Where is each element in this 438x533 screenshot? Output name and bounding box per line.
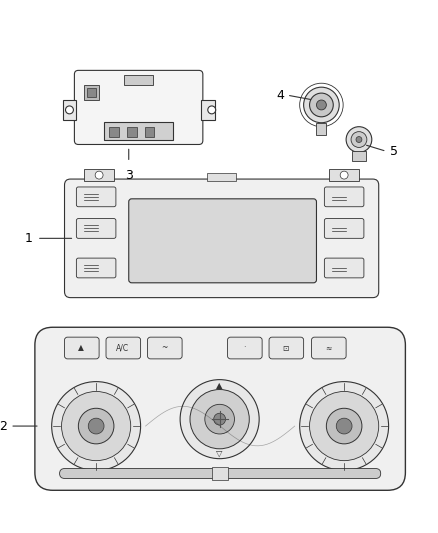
Circle shape bbox=[62, 391, 131, 461]
Text: 4: 4 bbox=[276, 88, 284, 102]
Text: ~: ~ bbox=[161, 343, 167, 352]
Bar bbox=[124, 75, 153, 85]
FancyBboxPatch shape bbox=[311, 337, 346, 359]
FancyBboxPatch shape bbox=[74, 70, 203, 144]
Text: 2: 2 bbox=[0, 419, 7, 433]
FancyBboxPatch shape bbox=[325, 219, 364, 238]
Circle shape bbox=[346, 127, 372, 152]
Text: 3: 3 bbox=[125, 169, 133, 182]
Bar bbox=[145, 127, 155, 136]
Circle shape bbox=[52, 382, 141, 471]
FancyBboxPatch shape bbox=[64, 179, 379, 297]
Bar bbox=[317, 123, 326, 135]
Bar bbox=[207, 173, 237, 181]
Circle shape bbox=[317, 100, 326, 110]
Text: 1: 1 bbox=[25, 232, 33, 245]
FancyBboxPatch shape bbox=[228, 337, 262, 359]
Circle shape bbox=[310, 93, 333, 117]
Text: ≈: ≈ bbox=[325, 343, 332, 352]
Circle shape bbox=[310, 391, 379, 461]
FancyBboxPatch shape bbox=[269, 337, 304, 359]
Bar bbox=[212, 466, 228, 480]
Circle shape bbox=[340, 171, 348, 179]
Circle shape bbox=[304, 87, 339, 123]
Bar bbox=[63, 100, 76, 120]
FancyBboxPatch shape bbox=[325, 187, 364, 207]
Circle shape bbox=[336, 418, 352, 434]
Text: 5: 5 bbox=[389, 145, 398, 158]
Circle shape bbox=[88, 418, 104, 434]
Circle shape bbox=[205, 405, 234, 434]
Circle shape bbox=[208, 106, 215, 114]
Bar bbox=[127, 127, 137, 136]
Circle shape bbox=[78, 408, 114, 444]
Bar bbox=[352, 151, 366, 161]
Bar bbox=[84, 169, 114, 181]
Bar bbox=[329, 169, 359, 181]
Circle shape bbox=[95, 171, 103, 179]
Circle shape bbox=[351, 132, 367, 148]
Circle shape bbox=[326, 408, 362, 444]
Text: ▽: ▽ bbox=[216, 448, 223, 457]
Circle shape bbox=[300, 382, 389, 471]
Bar bbox=[109, 127, 119, 136]
Text: ⊡: ⊡ bbox=[283, 343, 289, 352]
Bar bbox=[104, 122, 173, 140]
Text: ·: · bbox=[243, 343, 246, 352]
Bar bbox=[201, 100, 215, 120]
FancyBboxPatch shape bbox=[106, 337, 141, 359]
Circle shape bbox=[190, 390, 249, 449]
Bar bbox=[84, 85, 99, 100]
FancyBboxPatch shape bbox=[64, 337, 99, 359]
FancyBboxPatch shape bbox=[129, 199, 317, 283]
Text: ▲: ▲ bbox=[78, 343, 84, 352]
Circle shape bbox=[66, 106, 74, 114]
FancyBboxPatch shape bbox=[60, 469, 381, 479]
Text: ▲: ▲ bbox=[216, 381, 223, 390]
FancyBboxPatch shape bbox=[325, 258, 364, 278]
FancyBboxPatch shape bbox=[76, 258, 116, 278]
FancyBboxPatch shape bbox=[76, 219, 116, 238]
Bar bbox=[87, 88, 96, 97]
Circle shape bbox=[214, 413, 226, 425]
FancyBboxPatch shape bbox=[35, 327, 406, 490]
Circle shape bbox=[180, 379, 259, 459]
Circle shape bbox=[356, 136, 362, 142]
FancyBboxPatch shape bbox=[148, 337, 182, 359]
FancyBboxPatch shape bbox=[76, 187, 116, 207]
Text: A/C: A/C bbox=[116, 343, 129, 352]
